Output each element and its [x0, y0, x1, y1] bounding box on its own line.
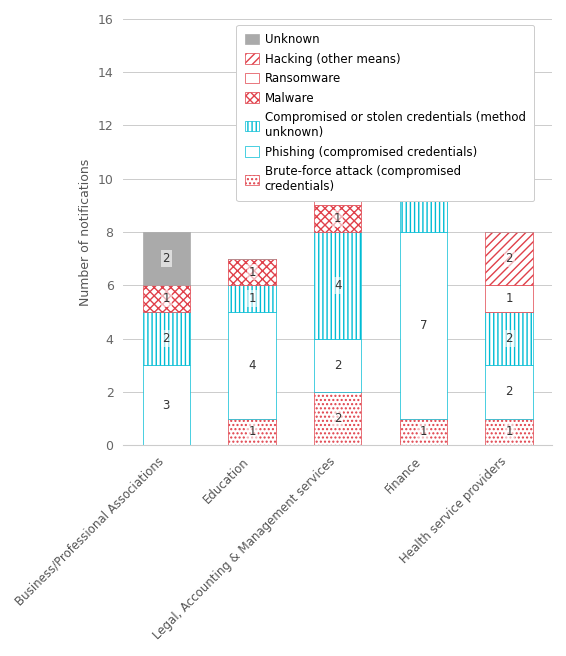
Bar — [486, 312, 533, 365]
Bar — [400, 232, 447, 419]
Bar — [143, 232, 190, 285]
Text: 2: 2 — [334, 359, 341, 372]
Text: 1: 1 — [505, 426, 513, 438]
Bar — [314, 392, 361, 445]
Text: 5: 5 — [420, 159, 427, 172]
Text: 1: 1 — [505, 292, 513, 305]
Bar — [314, 179, 361, 205]
Bar — [143, 285, 190, 312]
Text: 2: 2 — [505, 332, 513, 345]
Text: 1: 1 — [334, 186, 341, 199]
Bar — [143, 312, 190, 365]
Text: 1: 1 — [419, 79, 427, 92]
Bar — [486, 232, 533, 285]
Text: 1: 1 — [248, 426, 256, 438]
Bar — [229, 285, 276, 312]
Bar — [229, 258, 276, 285]
Legend: Unknown, Hacking (other means), Ransomware, Malware, Compromised or stolen crede: Unknown, Hacking (other means), Ransomwa… — [237, 25, 534, 201]
Bar — [400, 72, 447, 99]
Text: 2: 2 — [505, 252, 513, 265]
Bar — [314, 338, 361, 392]
Bar — [143, 365, 190, 445]
Bar — [486, 419, 533, 445]
Bar — [314, 205, 361, 232]
Text: 2: 2 — [162, 332, 170, 345]
Text: 2: 2 — [162, 252, 170, 265]
Bar — [486, 365, 533, 419]
Text: 4: 4 — [334, 279, 341, 292]
Bar — [229, 419, 276, 445]
Text: 4: 4 — [248, 359, 256, 372]
Text: 1: 1 — [334, 213, 341, 225]
Bar — [400, 99, 447, 232]
Text: 3: 3 — [162, 399, 170, 412]
Bar — [486, 285, 533, 312]
Text: 1: 1 — [248, 292, 256, 305]
Bar — [400, 419, 447, 445]
Text: 1: 1 — [162, 292, 170, 305]
Text: 2: 2 — [505, 386, 513, 398]
Text: 2: 2 — [334, 412, 341, 425]
Text: 7: 7 — [419, 319, 427, 332]
Y-axis label: Number of notifications: Number of notifications — [79, 159, 92, 306]
Bar — [229, 312, 276, 419]
Text: 1: 1 — [419, 426, 427, 438]
Text: 1: 1 — [248, 266, 256, 279]
Bar — [314, 232, 361, 338]
